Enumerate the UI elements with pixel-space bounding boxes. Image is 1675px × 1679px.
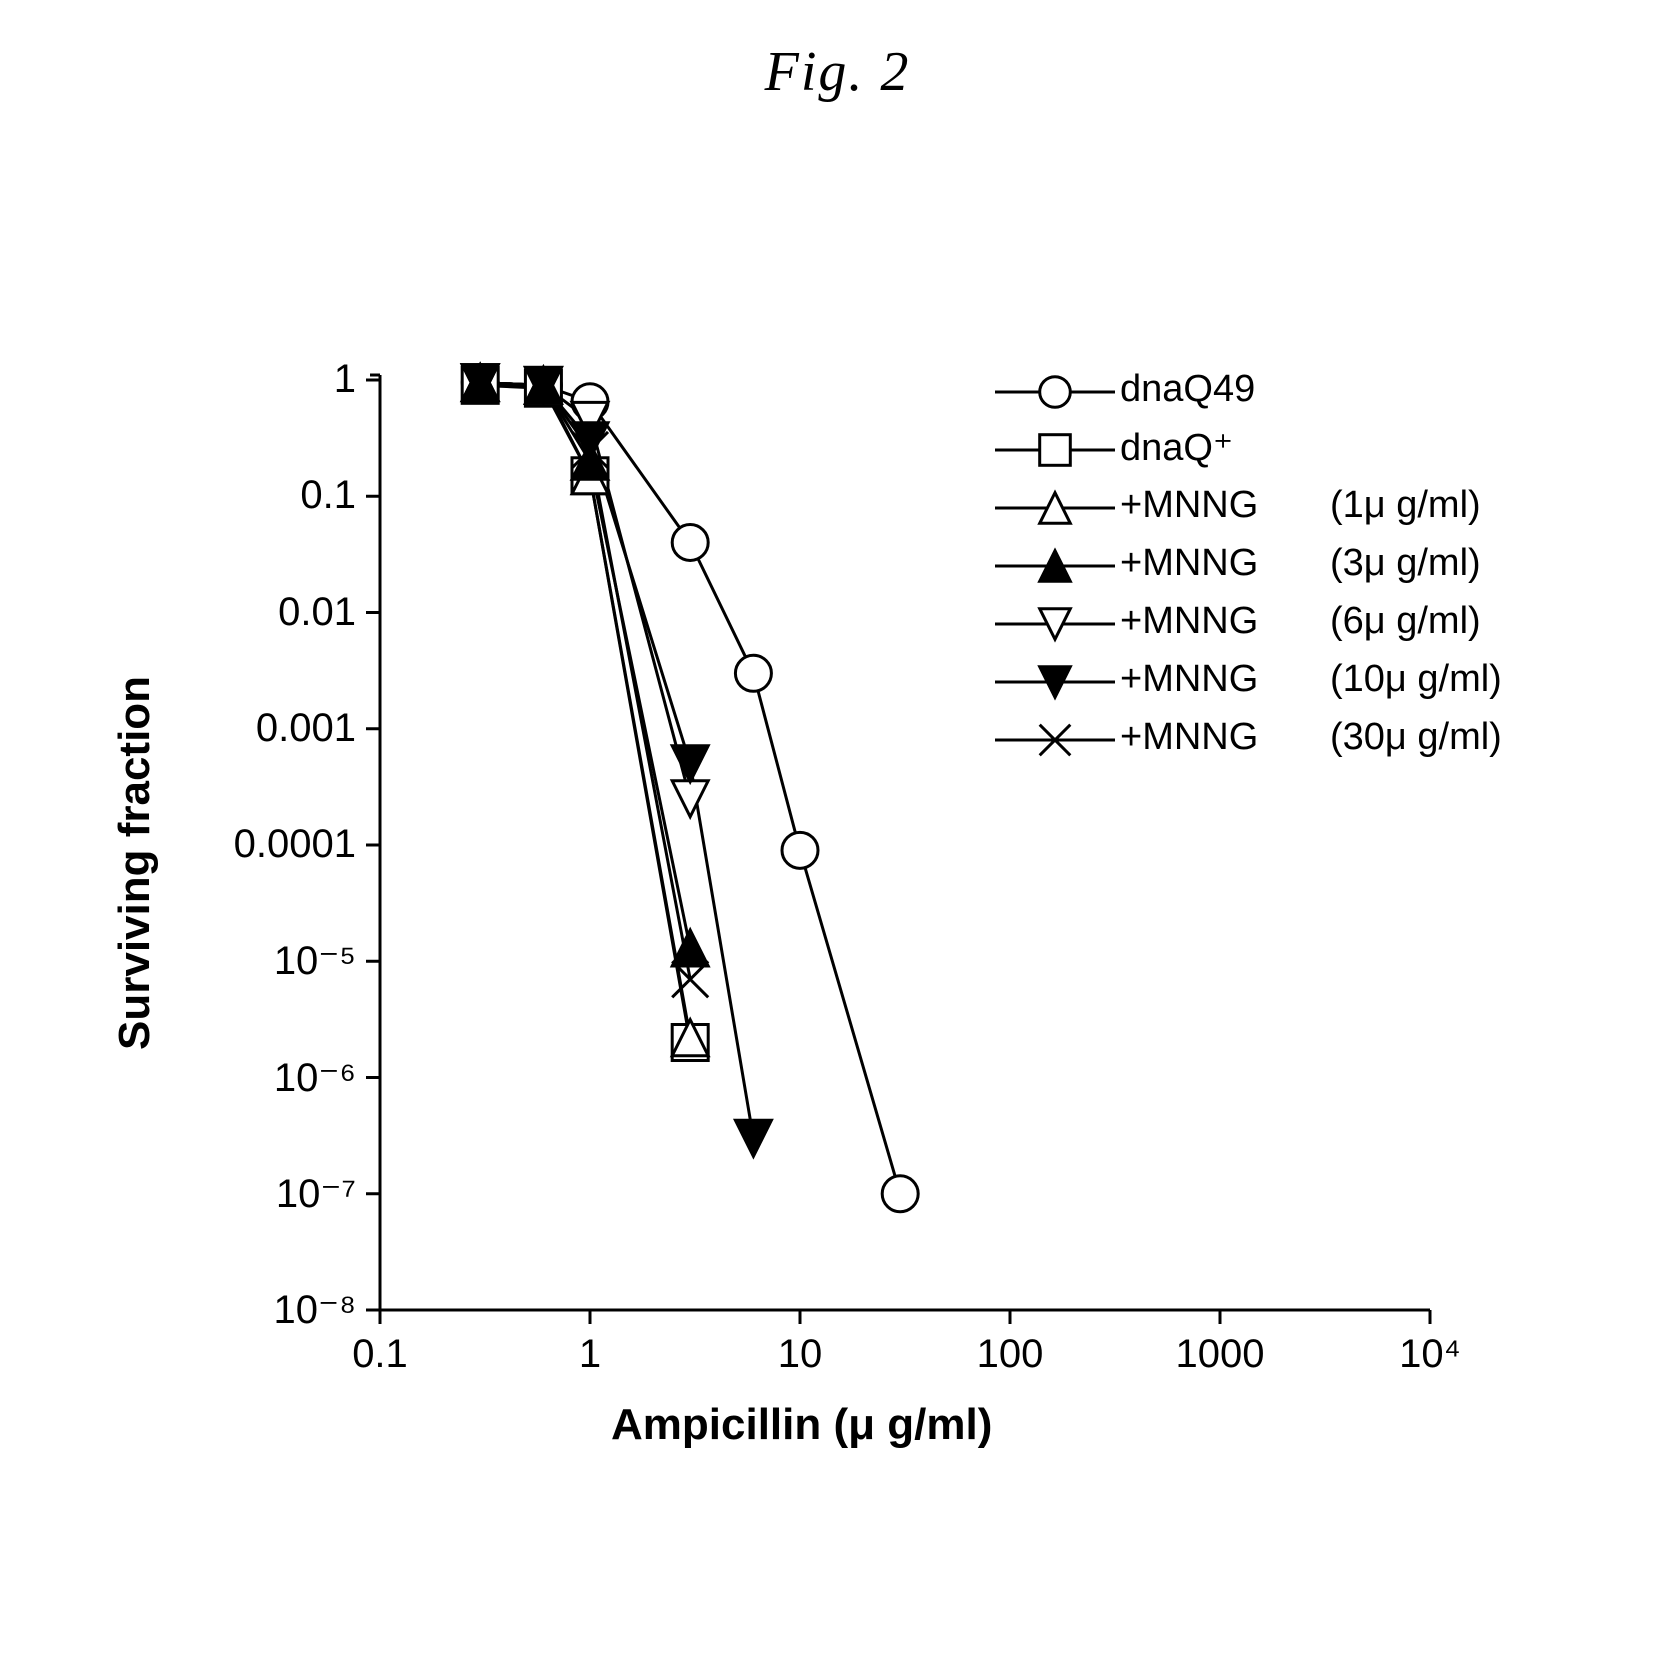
legend-label: +MNNG bbox=[1120, 484, 1300, 527]
x-tick-label: 10 bbox=[750, 1332, 850, 1377]
legend-extra: (1μ g/ml) bbox=[1330, 484, 1481, 527]
y-tick-label: 10⁻⁵ bbox=[274, 938, 356, 984]
x-tick-label: 0.1 bbox=[330, 1332, 430, 1377]
legend-label: +MNNG bbox=[1120, 600, 1300, 643]
legend-label: dnaQ⁺ bbox=[1120, 425, 1300, 470]
legend-item: +MNNG (10μ g/ml) bbox=[990, 650, 1502, 708]
legend-item: +MNNG (30μ g/ml) bbox=[990, 708, 1502, 766]
legend-label: +MNNG bbox=[1120, 542, 1300, 585]
legend-label: +MNNG bbox=[1120, 716, 1300, 759]
y-tick-label: 0.1 bbox=[300, 473, 356, 518]
x-axis-label: Ampicillin (μ g/ml) bbox=[611, 1400, 992, 1450]
y-tick-label: 0.001 bbox=[256, 706, 356, 751]
legend-item: +MNNG (6μ g/ml) bbox=[990, 592, 1502, 650]
chart: 1 0.1 0.01 0.001 0.0001 10⁻⁵ 10⁻⁶ 10⁻⁷ 10⁻⁸ 0.1 1… bbox=[80, 350, 1600, 1610]
y-tick-label: 1 bbox=[334, 357, 356, 402]
legend-label: dnaQ49 bbox=[1120, 368, 1300, 411]
legend-extra: (3μ g/ml) bbox=[1330, 542, 1481, 585]
legend-item: dnaQ⁺ bbox=[990, 418, 1502, 476]
y-tick-label: 0.0001 bbox=[234, 822, 356, 867]
y-tick-label: 10⁻⁶ bbox=[274, 1055, 356, 1101]
legend-item: +MNNG (1μ g/ml) bbox=[990, 476, 1502, 534]
x-tick-label: 10⁴ bbox=[1380, 1332, 1480, 1377]
legend-extra: (10μ g/ml) bbox=[1330, 658, 1502, 701]
x-tick-label: 1000 bbox=[1170, 1332, 1270, 1377]
legend-item: dnaQ49 bbox=[990, 360, 1502, 418]
legend-marker bbox=[990, 664, 1120, 694]
legend-item: +MNNG (3μ g/ml) bbox=[990, 534, 1502, 592]
figure-title: Fig. 2 bbox=[0, 40, 1675, 104]
x-tick-label: 1 bbox=[540, 1332, 640, 1377]
legend: dnaQ49dnaQ⁺+MNNG(1μ g/ml)+MNNG(3μ g/ml)+… bbox=[990, 360, 1502, 766]
legend-marker bbox=[990, 432, 1120, 462]
y-tick-label: 10⁻⁷ bbox=[276, 1171, 356, 1217]
legend-extra: (30μ g/ml) bbox=[1330, 716, 1502, 759]
legend-marker bbox=[990, 374, 1120, 404]
page: Fig. 2 10.10.010.0010.000110⁻⁵10⁻⁶10⁻⁷10… bbox=[0, 0, 1675, 1679]
y-axis-label: Surviving fraction bbox=[110, 676, 160, 1050]
x-tick-label: 100 bbox=[960, 1332, 1060, 1377]
legend-marker bbox=[990, 548, 1120, 578]
legend-label: +MNNG bbox=[1120, 658, 1300, 701]
legend-marker bbox=[990, 722, 1120, 752]
legend-extra: (6μ g/ml) bbox=[1330, 600, 1481, 643]
y-tick-label: 10⁻⁸ bbox=[274, 1287, 356, 1333]
legend-marker bbox=[990, 490, 1120, 520]
y-tick-label: 0.01 bbox=[278, 590, 356, 635]
legend-marker bbox=[990, 606, 1120, 636]
